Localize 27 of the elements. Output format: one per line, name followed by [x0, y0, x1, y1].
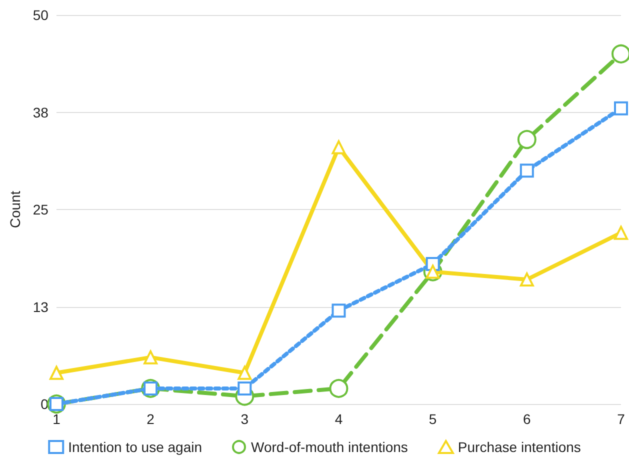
y-tick-label: 38: [32, 104, 49, 120]
point: [614, 226, 628, 240]
point: [520, 164, 534, 178]
y-tick-label: 50: [32, 7, 49, 23]
x-tick-label: 6: [523, 411, 532, 427]
y-tick-label: 25: [32, 202, 49, 218]
legend-label: Intention to use again: [68, 439, 202, 455]
point: [238, 381, 252, 396]
point: [238, 366, 252, 380]
legend-label: Purchase intentions: [458, 439, 581, 455]
x-tick-label: 3: [240, 411, 249, 427]
y-axis-title: Count: [7, 190, 23, 228]
point: [332, 140, 346, 154]
x-tick-label: 5: [428, 411, 437, 427]
point: [332, 304, 346, 318]
point: [144, 350, 158, 364]
point: [520, 272, 534, 287]
x-tick-label: 2: [146, 411, 155, 427]
point: [614, 101, 628, 116]
point: [329, 378, 348, 398]
y-tick-label: 13: [32, 298, 49, 315]
legend-label: Word-of-mouth intentions: [250, 439, 408, 455]
point: [517, 130, 536, 149]
point: [49, 366, 64, 380]
x-tick-label: 4: [334, 411, 343, 427]
x-tick-label: 1: [52, 411, 61, 427]
x-tick-label: 7: [617, 411, 626, 427]
